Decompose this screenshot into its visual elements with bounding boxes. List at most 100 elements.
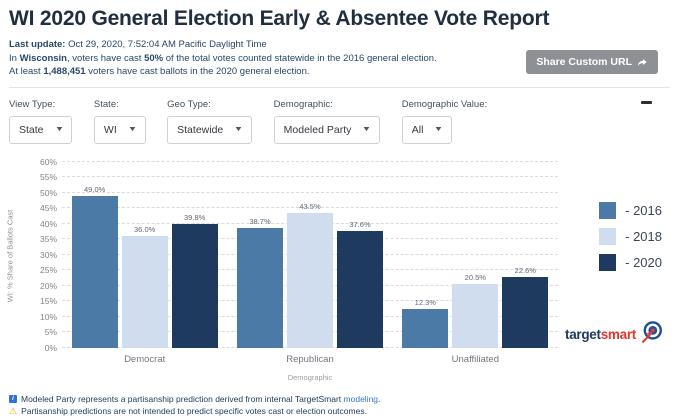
gridline: 45% [40, 203, 558, 213]
y-tick-label: 5% [44, 327, 57, 337]
filter-state: State: WI ▼ [93, 99, 146, 144]
bar-2016-unaffiliated[interactable] [402, 309, 449, 348]
bar-2020-unaffiliated[interactable] [502, 277, 549, 348]
header-divider [9, 86, 670, 88]
footnote-text: Modeled Party represents a partisanship … [21, 394, 380, 405]
x-axis-title: Demographic [287, 372, 333, 382]
legend-swatch [599, 227, 617, 245]
bar-wrap: 20.5% [452, 272, 499, 348]
bar-wrap: 49.0% [71, 185, 118, 348]
plot-area: 60% 55% 50% 45% 40% 35% 30% 25% 20% 15% 10% 5% 0% 49… [40, 157, 558, 353]
last-update-value: Oct 29, 2020, 7:52:04 AM Pacific Dayligh… [65, 39, 267, 50]
text: Modeled Party represents a partisanship … [21, 393, 344, 404]
y-tick-label: 25% [39, 265, 57, 275]
legend-label: - 2018 [625, 228, 662, 244]
collapse-panel-button[interactable] [637, 97, 656, 108]
bar-2018-republican[interactable] [286, 212, 333, 348]
bar-value-label: 37.6% [349, 219, 371, 229]
legend-swatch [599, 253, 617, 271]
page-title: WI 2020 General Election Early & Absente… [9, 7, 550, 30]
y-tick-label: 55% [39, 172, 57, 182]
category-label-unaffiliated: Unaffiliated [451, 353, 499, 365]
chevron-down-icon: ▼ [127, 126, 138, 133]
category-label-republican: Republican [286, 353, 334, 365]
demographic-value-select[interactable]: All ▼ [401, 115, 453, 144]
y-tick-label: 45% [39, 203, 57, 213]
y-tick-label: 15% [39, 296, 57, 306]
y-tick-label: 35% [39, 234, 57, 244]
bar-value-label: 20.5% [464, 272, 486, 282]
last-update-line: Last update: Oct 29, 2020, 7:52:04 AM Pa… [9, 38, 670, 52]
view-type-select[interactable]: State ▼ [9, 115, 73, 144]
percent-cast: 50% [144, 52, 164, 64]
footnote-partisanship: ⚠ Partisanship predictions are not inten… [9, 406, 671, 416]
modeling-link[interactable]: modeling [343, 393, 379, 404]
category-label-democrat: Democrat [124, 353, 166, 365]
ballots-count: 1,488,451 [43, 66, 86, 77]
chevron-down-icon: ▼ [233, 126, 244, 133]
footnotes: i Modeled Party represents a partisanshi… [0, 392, 680, 416]
demographic-select[interactable]: Modeled Party ▼ [273, 115, 381, 144]
selected-value: State [19, 123, 44, 136]
warning-icon: ⚠ [9, 405, 18, 416]
bar-wrap: 36.0% [121, 225, 168, 348]
y-tick-label: 10% [39, 311, 57, 322]
gridline: 50% [40, 188, 558, 198]
summary-line-1: In Wisconsin, voters have cast 50% of th… [9, 52, 670, 66]
bar-2018-unaffiliated[interactable] [452, 283, 499, 348]
bars-layer: 49.0% 36.0% 39.8% 38.7% 43.5% 37.6% 12.3% 20.5%… [62, 162, 558, 348]
share-arrow-icon [637, 57, 648, 68]
text: . [378, 393, 381, 404]
legend-item-2020[interactable]: - 2020 [599, 253, 662, 271]
filter-bar: View Type: State ▼ State: WI ▼ Geo Type: S… [0, 88, 680, 150]
y-tick-label: 50% [39, 187, 57, 198]
info-icon: i [9, 395, 17, 403]
bar-value-label: 12.3% [414, 298, 436, 308]
bar-group-democrat: 49.0% 36.0% 39.8% [71, 185, 218, 348]
logo-part-target: target [565, 326, 601, 342]
bar-value-label: 38.7% [249, 216, 271, 226]
state-select[interactable]: WI ▼ [93, 115, 146, 144]
bar-value-label: 22.6% [514, 266, 536, 276]
geo-type-select[interactable]: Statewide ▼ [167, 115, 253, 144]
text: At least [9, 66, 44, 77]
filter-view-type: View Type: State ▼ [9, 98, 73, 144]
text: In [9, 52, 20, 64]
bar-2016-democrat[interactable] [71, 195, 118, 348]
last-update-label: Last update: [9, 39, 66, 50]
footnote-text: Partisanship predictions are not intende… [21, 405, 367, 416]
bar-2020-democrat[interactable] [171, 224, 218, 348]
legend-item-2018[interactable]: - 2018 [599, 227, 662, 245]
logo-text: targetsmart [565, 327, 636, 342]
bar-wrap: 12.3% [402, 298, 449, 348]
x-axis-category-labels: Democrat Republican Unaffiliated [62, 354, 558, 365]
legend-swatch [599, 201, 617, 219]
bar-2020-republican[interactable] [336, 230, 383, 348]
footnote-modeled-party: i Modeled Party represents a partisanshi… [9, 394, 671, 405]
filter-demographic-value: Demographic Value: All ▼ [401, 98, 488, 144]
bar-group-unaffiliated: 12.3% 20.5% 22.6% [402, 266, 549, 348]
bar-value-label: 39.8% [184, 213, 206, 223]
text: , voters have cast [66, 52, 145, 64]
chevron-down-icon: ▼ [361, 126, 372, 133]
bar-2018-democrat[interactable] [121, 235, 168, 348]
filter-demographic: Demographic: Modeled Party ▼ [273, 99, 381, 144]
y-tick-label: 20% [39, 280, 57, 291]
chevron-down-icon: ▼ [54, 126, 64, 133]
chevron-down-icon: ▼ [434, 126, 444, 133]
gridline: 55% [40, 172, 558, 182]
legend-item-2016[interactable]: - 2016 [599, 201, 662, 219]
share-button-label: Share Custom URL [536, 56, 632, 68]
selected-value: WI [103, 123, 117, 136]
share-custom-url-button[interactable]: Share Custom URL [526, 50, 658, 74]
selected-value: Modeled Party [283, 123, 352, 136]
bar-wrap: 22.6% [502, 266, 549, 348]
selected-value: All [411, 123, 424, 136]
logo-part-smart: smart [600, 326, 637, 342]
filter-geo-type: Geo Type: Statewide ▼ [167, 99, 253, 144]
filter-label: Demographic Value: [401, 98, 488, 110]
brand-logo: targetsmart [565, 320, 664, 349]
filter-label: View Type: [9, 98, 56, 110]
bar-2016-republican[interactable] [236, 227, 283, 348]
